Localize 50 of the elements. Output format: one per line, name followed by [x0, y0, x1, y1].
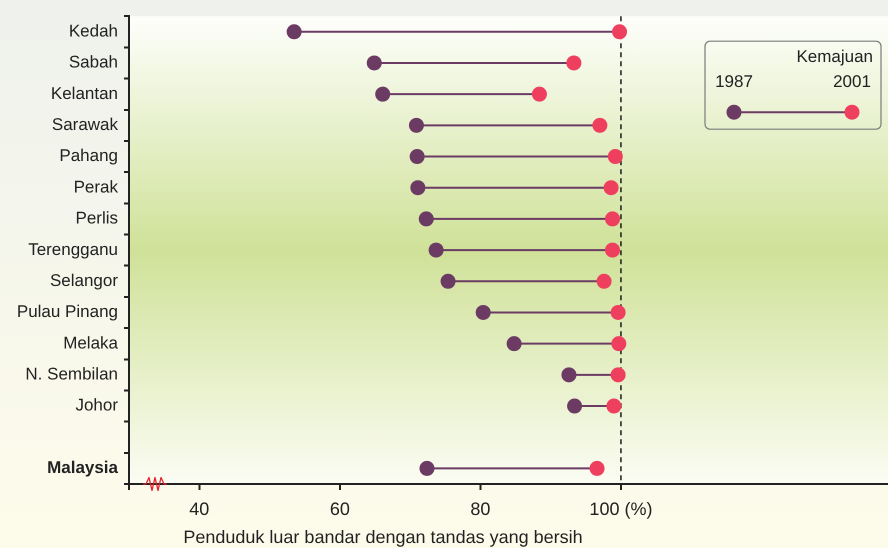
point: [610, 304, 626, 320]
point: [612, 24, 628, 40]
point: [375, 86, 390, 102]
point: [611, 336, 626, 352]
x-tick-label: 100 (%): [589, 498, 652, 519]
x-tick-label: 60: [330, 498, 350, 519]
point: [605, 211, 620, 226]
point: [592, 118, 608, 133]
y-tick-label: Perlis: [75, 208, 118, 228]
point: [428, 242, 444, 258]
y-tick-label: Pahang: [59, 146, 118, 166]
point: [604, 180, 619, 196]
y-tick-label: Terengganu: [28, 240, 118, 259]
y-tick-label: N. Sembilan: [25, 364, 118, 384]
y-tick-label: Kelantan: [50, 84, 118, 103]
point: [608, 149, 623, 164]
point: [567, 398, 582, 414]
point: [590, 460, 605, 476]
y-tick-label: Johor: [75, 396, 118, 415]
point: [440, 274, 456, 289]
point: [286, 24, 302, 40]
y-tick-label: Sabah: [68, 52, 118, 72]
y-tick-label: Pulau Pinang: [16, 302, 118, 322]
point: [476, 304, 491, 320]
point: [408, 118, 424, 133]
x-tick-label: 80: [470, 498, 490, 519]
point: [596, 274, 612, 289]
point: [410, 180, 426, 196]
x-axis-title: Penduduk luar bandar dengan tandas yang bersih: [183, 526, 583, 547]
y-tick-label: Perak: [74, 177, 118, 196]
x-tick-label: 40: [189, 498, 210, 519]
y-tick-label: Kedah: [68, 21, 118, 40]
point: [606, 398, 622, 414]
point: [419, 460, 434, 476]
point: [561, 367, 576, 382]
point: [605, 242, 620, 258]
y-tick-label: Melaka: [63, 333, 119, 352]
y-tick-label: Sarawak: [52, 115, 118, 134]
point: [366, 55, 382, 70]
y-tick-label: Malaysia: [47, 458, 119, 478]
point: [418, 211, 434, 226]
y-tick-label: Selangor: [50, 270, 118, 290]
point: [610, 367, 626, 382]
point: [532, 86, 547, 102]
point: [506, 336, 522, 352]
text: 2001: [833, 72, 871, 91]
point: [410, 149, 425, 164]
legend-title: Kemajuan: [796, 46, 873, 66]
point: [566, 55, 582, 70]
text: 1987: [715, 72, 753, 91]
